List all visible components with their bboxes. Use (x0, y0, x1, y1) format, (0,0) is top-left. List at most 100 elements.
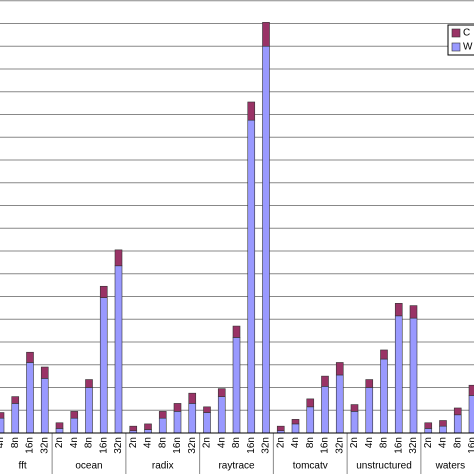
bar-segment (188, 392, 197, 404)
x-tick-label: 4n (364, 437, 375, 448)
legend-label: W (463, 42, 473, 53)
group-label: fft (19, 461, 27, 472)
bar-segment (424, 428, 433, 434)
x-tick-label: 16n (393, 437, 404, 454)
x-tick-label: 2n (349, 437, 360, 448)
bar-segment (468, 384, 474, 396)
bar-segment (409, 305, 418, 319)
bar-segment (321, 386, 329, 434)
x-tick-label: 4n (438, 437, 449, 448)
bar-segment (85, 387, 93, 434)
bar-segment (0, 417, 5, 434)
bar-segment (468, 395, 474, 434)
bar-segment (232, 337, 241, 434)
group-label: unstructured (356, 461, 412, 472)
bar-segment (217, 396, 226, 434)
x-tick-label: 8n (10, 437, 21, 448)
bar-segment (40, 366, 49, 379)
bar-segment (439, 425, 447, 434)
bar-segment (40, 378, 49, 434)
bar-segment (26, 351, 34, 363)
bar-segment (365, 387, 374, 434)
bar-segment (262, 22, 270, 47)
x-tick-label: 8n (84, 437, 95, 448)
bar-segment (217, 388, 226, 397)
x-tick-label: 2n (275, 437, 286, 448)
x-tick-label: 4n (69, 437, 80, 448)
bar-segment (335, 374, 344, 434)
x-tick-label: 16n (467, 437, 474, 454)
bar-segment (365, 379, 374, 388)
bar-segment (247, 101, 256, 121)
x-tick-label: 8n (231, 437, 242, 448)
bar-segment (11, 403, 20, 434)
bar-segment (321, 375, 329, 387)
bar-segment (409, 317, 418, 434)
group-label: tomcatv (293, 461, 328, 472)
x-tick-label: 16n (246, 437, 257, 454)
bar-segment (0, 412, 5, 419)
bar-segment (55, 422, 64, 429)
bar-segment (26, 362, 34, 434)
bar-segment (350, 404, 359, 412)
x-tick-label: 2n (54, 437, 65, 448)
x-tick-label: 8n (452, 437, 463, 448)
bar-segment (335, 362, 344, 376)
bar-segment (424, 422, 433, 429)
bar-segment (55, 428, 64, 434)
x-tick-label: 16n (172, 437, 183, 454)
bar-segment (306, 398, 315, 408)
bar-segment (114, 249, 123, 267)
legend-label: C (463, 28, 470, 39)
bar-segment (394, 303, 403, 317)
bar-segment (70, 417, 79, 434)
legend-swatch (451, 28, 461, 38)
x-tick-label: 32n (39, 437, 50, 454)
bar-segment (129, 425, 138, 432)
bar-segment (291, 419, 300, 425)
bar-segment (262, 45, 270, 434)
bar-segment (158, 411, 167, 419)
bar-segment (306, 406, 315, 434)
bar-segment (380, 349, 388, 360)
bar-segment (453, 407, 462, 416)
bar-segment (203, 406, 211, 413)
bar-segment (144, 429, 152, 434)
x-tick-label: 4n (290, 437, 301, 448)
x-tick-label: 4n (143, 437, 154, 448)
x-tick-label: 32n (261, 437, 272, 454)
group-label: waters (435, 461, 465, 472)
legend-swatch (451, 42, 461, 52)
bar-segment (144, 423, 152, 430)
bar-segment (291, 423, 300, 434)
x-tick-label: 4n (216, 437, 227, 448)
x-tick-label: 8n (379, 437, 390, 448)
bar-segment (99, 297, 108, 434)
x-tick-label: 16n (320, 437, 331, 454)
x-tick-label: 8n (157, 437, 168, 448)
x-tick-label: 4n (0, 437, 6, 448)
x-tick-label: 8n (305, 437, 316, 448)
bar-segment (11, 396, 20, 404)
bar-segment (453, 414, 462, 434)
x-tick-label: 16n (98, 437, 109, 454)
bar-segment (350, 411, 359, 434)
group-label: raytrace (218, 461, 255, 472)
bar-segment (439, 420, 447, 427)
bar-segment (173, 411, 182, 434)
x-tick-label: 2n (128, 437, 139, 448)
bar-segment (114, 265, 123, 434)
x-tick-label: 2n (202, 437, 213, 448)
bar-segment (85, 379, 93, 388)
bar-segment (188, 403, 197, 434)
bar-segment (99, 285, 108, 298)
bar-segment (158, 417, 167, 434)
group-label: ocean (75, 461, 102, 472)
bar-segment (203, 412, 211, 434)
bar-segment (380, 358, 388, 434)
x-tick-label: 32n (334, 437, 345, 454)
bar-segment (173, 403, 182, 412)
bar-segment (232, 325, 241, 338)
x-tick-label: 2n (423, 437, 434, 448)
